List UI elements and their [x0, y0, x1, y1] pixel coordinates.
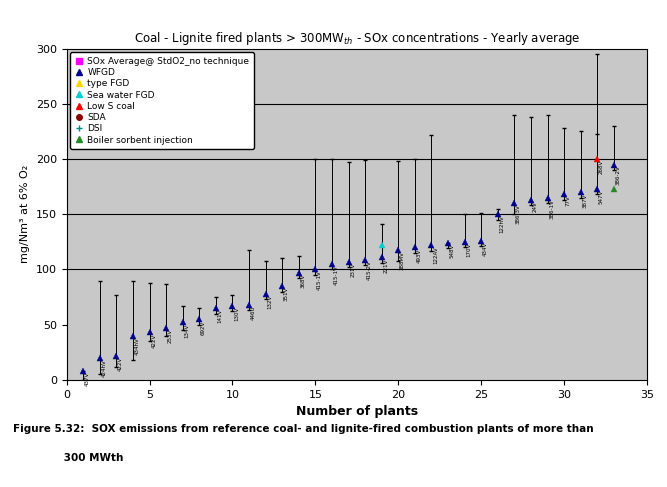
Text: 268V: 268V — [599, 160, 604, 174]
Text: 386-3V: 386-3V — [516, 205, 521, 224]
Text: 300 MWth: 300 MWth — [13, 453, 123, 463]
Text: 388MV: 388MV — [400, 251, 405, 270]
Text: 387V: 387V — [582, 193, 588, 207]
Text: 446U: 446U — [251, 306, 255, 320]
Text: 434V: 434V — [483, 242, 488, 256]
Text: 422V: 422V — [151, 334, 156, 348]
Text: 253V: 253V — [168, 329, 173, 343]
Text: 386-2V: 386-2V — [616, 166, 620, 186]
Text: 422V: 422V — [118, 356, 123, 371]
Text: 134V: 134V — [184, 323, 189, 338]
Text: 24V: 24V — [532, 201, 538, 212]
Text: 122AV: 122AV — [433, 246, 438, 264]
Text: 170V: 170V — [466, 243, 472, 257]
Text: 351V: 351V — [284, 287, 289, 301]
Text: 415-1V: 415-1V — [334, 265, 339, 285]
Text: 132V: 132V — [267, 295, 272, 309]
X-axis label: Number of plants: Number of plants — [295, 405, 418, 418]
Text: 415-2V: 415-2V — [367, 261, 372, 281]
Text: 221V: 221V — [384, 259, 388, 273]
Text: 547V: 547V — [599, 190, 604, 204]
Text: 141V: 141V — [217, 309, 223, 323]
Text: 77V: 77V — [566, 195, 571, 206]
Text: Figure 5.32:  SOX emissions from reference coal- and lignite-fired combustion pl: Figure 5.32: SOX emissions from referenc… — [13, 424, 594, 434]
Text: 122hV: 122hV — [500, 215, 504, 233]
Text: 130V: 130V — [234, 307, 239, 321]
Text: 386-1V: 386-1V — [549, 199, 554, 219]
Text: 424hV: 424hV — [101, 359, 107, 376]
Text: 434hV: 434hV — [135, 337, 139, 355]
Text: 368V: 368V — [300, 274, 305, 288]
Title: Coal - Lignite fired plants > 300MW$_{th}$ - SOx concentrations - Yearly average: Coal - Lignite fired plants > 300MW$_{th… — [133, 30, 580, 47]
Text: 692V: 692V — [201, 320, 206, 335]
Text: 437V: 437V — [85, 372, 90, 386]
Legend: SOx Average@ StdO2_no technique, WFGD, type FGD, Sea water FGD, Low S coal, SDA,: SOx Average@ StdO2_no technique, WFGD, t… — [70, 52, 254, 149]
Text: 231V: 231V — [350, 263, 356, 277]
Text: 493V: 493V — [416, 248, 422, 263]
Y-axis label: mg/Nm³ at 6% O₂: mg/Nm³ at 6% O₂ — [20, 165, 30, 263]
Text: 548V: 548V — [450, 244, 455, 258]
Text: 415-1V: 415-1V — [317, 271, 322, 290]
